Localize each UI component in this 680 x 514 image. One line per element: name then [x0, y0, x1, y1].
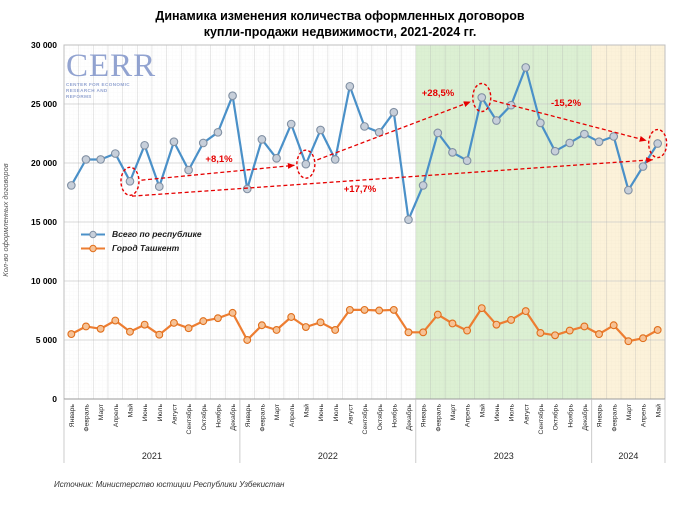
- svg-text:30 000: 30 000: [31, 40, 57, 50]
- chart-title-line1: Динамика изменения количества оформленны…: [155, 9, 525, 23]
- svg-text:+28,5%: +28,5%: [422, 88, 455, 99]
- svg-text:Сентябрь: Сентябрь: [185, 404, 193, 435]
- chart-legend: Всего по республике Город Ташкент: [80, 229, 202, 253]
- svg-text:Декабрь: Декабрь: [229, 404, 237, 431]
- svg-text:+8,1%: +8,1%: [205, 154, 233, 165]
- svg-text:Август: Август: [523, 404, 530, 424]
- svg-text:Апрель: Апрель: [465, 404, 472, 428]
- legend-swatch-republic-icon: [81, 230, 105, 238]
- svg-text:Апрель: Апрель: [641, 404, 648, 428]
- svg-text:Апрель: Апрель: [113, 404, 120, 428]
- svg-text:Май: Май: [654, 404, 662, 418]
- svg-text:Ноябрь: Ноябрь: [390, 404, 398, 428]
- svg-text:Август: Август: [347, 404, 354, 424]
- source-note: Источник: Министерство юстиции Республик…: [54, 480, 285, 489]
- svg-text:0: 0: [52, 394, 57, 404]
- chart-title: Динамика изменения количества оформленны…: [0, 8, 680, 41]
- svg-text:Ноябрь: Ноябрь: [566, 404, 574, 428]
- svg-text:Январь: Январь: [597, 404, 604, 428]
- svg-text:Май: Май: [127, 404, 135, 418]
- svg-text:Август: Август: [172, 404, 179, 424]
- svg-text:5 000: 5 000: [36, 335, 58, 345]
- svg-text:10 000: 10 000: [31, 276, 57, 286]
- svg-text:Январь: Январь: [69, 404, 76, 428]
- svg-text:2021: 2021: [142, 451, 162, 461]
- svg-text:2022: 2022: [318, 451, 338, 461]
- svg-text:Февраль: Февраль: [259, 404, 266, 432]
- svg-text:+17,7%: +17,7%: [344, 184, 377, 195]
- svg-text:Июнь: Июнь: [142, 404, 149, 422]
- svg-text:Декабрь: Декабрь: [405, 404, 413, 431]
- svg-text:Сентябрь: Сентябрь: [537, 404, 545, 435]
- legend-label-republic: Всего по республике: [112, 229, 202, 239]
- svg-text:25 000: 25 000: [31, 99, 57, 109]
- svg-text:Октябрь: Октябрь: [376, 404, 384, 431]
- svg-text:Июль: Июль: [157, 404, 164, 422]
- svg-text:Январь: Январь: [421, 404, 428, 428]
- legend-item-tashkent: Город Ташкент: [80, 243, 202, 253]
- svg-text:-15,2%: -15,2%: [551, 98, 582, 109]
- svg-text:2024: 2024: [618, 451, 638, 461]
- svg-text:Июнь: Июнь: [494, 404, 501, 422]
- svg-text:Февраль: Февраль: [611, 404, 618, 432]
- legend-swatch-tashkent-icon: [81, 244, 105, 252]
- svg-text:Март: Март: [274, 404, 281, 420]
- svg-text:Февраль: Февраль: [435, 404, 442, 432]
- svg-text:Февраль: Февраль: [84, 404, 91, 432]
- chart-title-line2: купли-продажи недвижимости, 2021-2024 гг…: [203, 25, 477, 40]
- svg-text:Сентябрь: Сентябрь: [361, 404, 369, 435]
- svg-text:Апрель: Апрель: [289, 404, 296, 428]
- svg-text:Май: Май: [478, 404, 486, 418]
- svg-text:Ноябрь: Ноябрь: [215, 404, 223, 428]
- svg-text:2023: 2023: [494, 451, 514, 461]
- svg-text:Декабрь: Декабрь: [581, 404, 589, 431]
- svg-text:Январь: Январь: [245, 404, 252, 428]
- svg-text:Июль: Июль: [333, 404, 340, 422]
- svg-text:Март: Март: [626, 404, 633, 420]
- legend-label-tashkent: Город Ташкент: [112, 243, 180, 253]
- legend-item-republic: Всего по республике: [80, 229, 202, 239]
- svg-text:Май: Май: [302, 404, 310, 418]
- svg-text:Март: Март: [450, 404, 457, 420]
- svg-text:Июнь: Июнь: [318, 404, 325, 422]
- svg-text:Март: Март: [98, 404, 105, 420]
- svg-text:15 000: 15 000: [31, 217, 57, 227]
- svg-text:Июль: Июль: [509, 404, 516, 422]
- svg-text:20 000: 20 000: [31, 158, 57, 168]
- svg-text:Октябрь: Октябрь: [200, 404, 208, 431]
- svg-text:Октябрь: Октябрь: [552, 404, 560, 431]
